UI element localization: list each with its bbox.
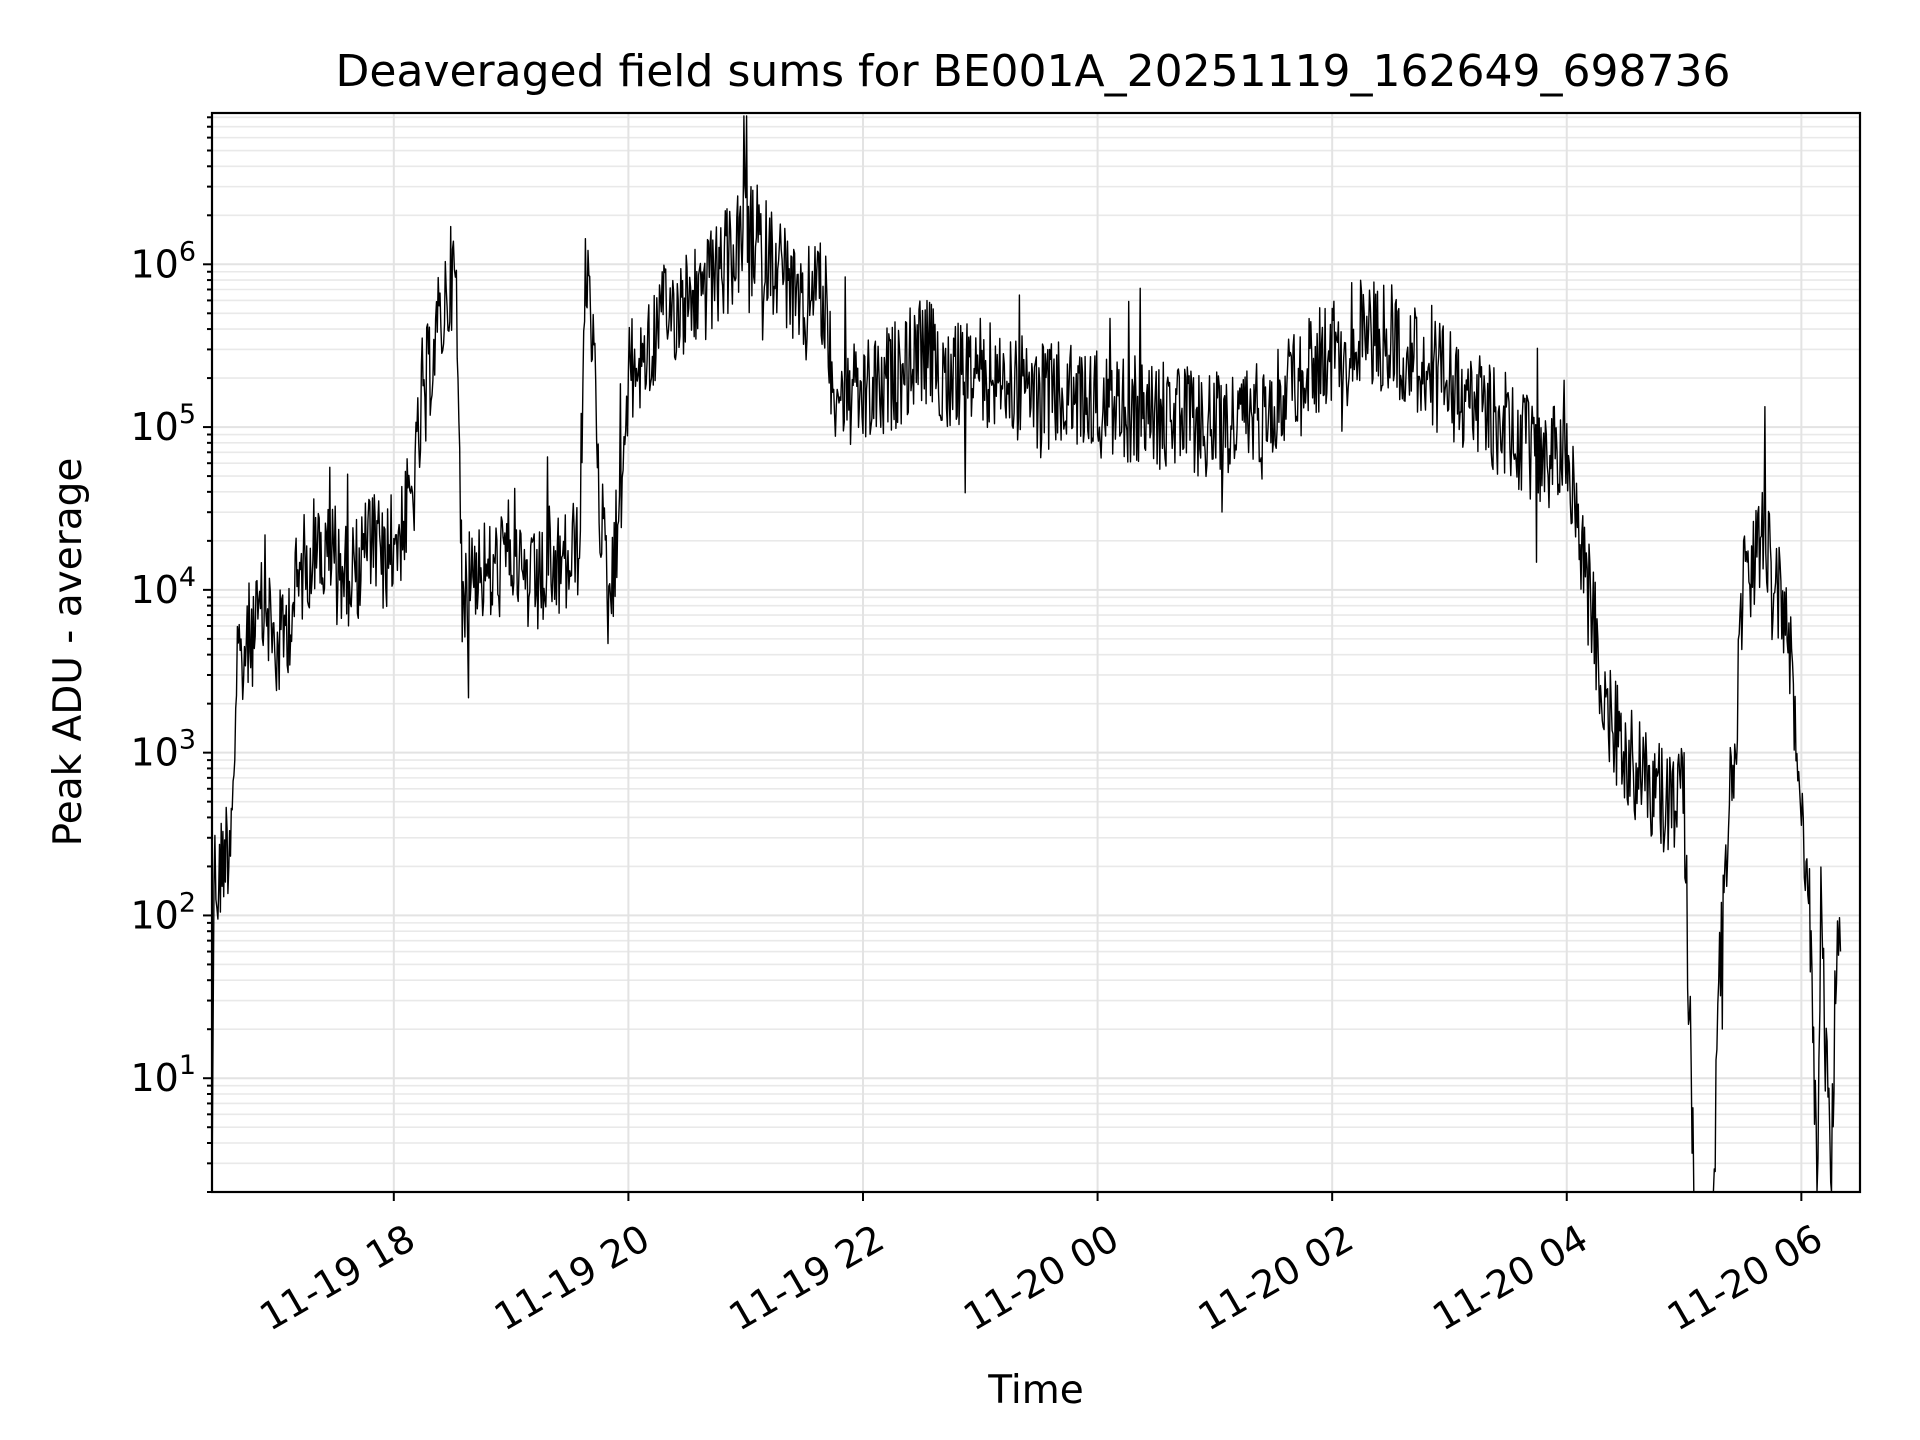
x-tick-label: 11-20 06: [1660, 1216, 1830, 1340]
y-tick-label: 106: [130, 236, 196, 286]
x-axis-label: Time: [987, 1368, 1083, 1413]
x-tick-label: 11-20 02: [1191, 1216, 1361, 1340]
y-axis: 101 102 103 104 105 106: [130, 236, 212, 1100]
plot-area: [207, 111, 1862, 1194]
y-tick-label: 105: [130, 399, 196, 449]
y-tick-label: 102: [130, 887, 196, 937]
x-tick-label: 11-20 00: [956, 1216, 1126, 1340]
x-tick-label: 11-19 18: [252, 1216, 422, 1340]
minor-gridlines: [207, 116, 1860, 1193]
x-tick-label: 11-19 20: [487, 1216, 657, 1340]
y-axis-label: Peak ADU - average: [46, 458, 91, 847]
y-tick-label: 104: [130, 562, 196, 612]
x-axis: 11-19 18 11-19 20 11-19 22 11-20 00 11-20 02…: [252, 1192, 1830, 1339]
major-gridlines: [212, 113, 1860, 1192]
x-tick-label: 11-20 04: [1425, 1216, 1595, 1340]
y-tick-label: 103: [130, 725, 196, 775]
series-line: [211, 115, 1842, 1193]
chart-title: Deaveraged field sums for BE001A_2025111…: [336, 46, 1731, 97]
y-tick-label: 101: [130, 1050, 196, 1100]
plot-frame: [210, 111, 1862, 1194]
x-tick-label: 11-19 22: [722, 1216, 892, 1340]
